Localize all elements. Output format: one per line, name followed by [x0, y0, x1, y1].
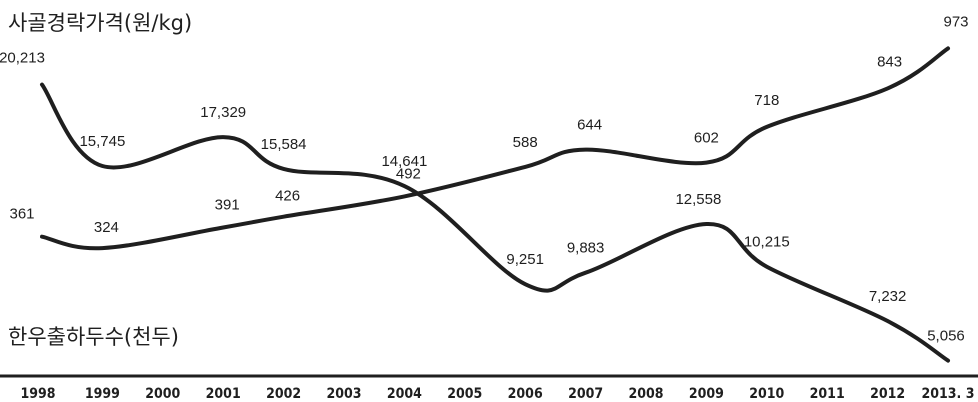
data-labels: 20,213 15,745 17,329 15,584 14,641 9,251 9,883… — [0, 13, 969, 344]
x-axis-ticks: 1998 1999 2000 2001 2002 2003 2004 2005 2006 2007… — [20, 386, 974, 402]
series-label-shipments: 한우출하두수(천두) — [8, 325, 179, 349]
x-tick-label: 2013. 3 — [922, 386, 975, 402]
data-label-shipments: 492 — [396, 165, 421, 182]
x-tick-label: 1998 — [20, 386, 55, 402]
data-label-price: 7,232 — [869, 288, 907, 305]
x-tick-label: 2006 — [508, 386, 543, 402]
data-label-price: 9,251 — [506, 251, 544, 268]
data-label-shipments: 324 — [94, 219, 119, 236]
x-tick-label: 2011 — [810, 386, 845, 402]
x-tick-label: 2007 — [568, 386, 603, 402]
x-tick-label: 2000 — [145, 386, 180, 402]
x-tick-label: 2001 — [206, 386, 241, 402]
data-label-shipments: 602 — [694, 130, 719, 147]
data-label-shipments: 361 — [9, 206, 34, 223]
data-label-shipments: 426 — [275, 188, 300, 205]
series-label-price: 사골경락가격(원/kg) — [8, 11, 192, 35]
data-label-price: 14,641 — [381, 153, 427, 170]
series-lines — [40, 46, 950, 363]
data-label-shipments: 644 — [577, 117, 602, 134]
data-label-shipments: 843 — [877, 53, 902, 70]
data-label-shipments: 718 — [754, 92, 779, 109]
data-label-price: 17,329 — [200, 104, 246, 121]
series-line-price — [40, 82, 950, 363]
series-line-shipments — [40, 46, 950, 251]
data-label-shipments: 588 — [513, 134, 538, 151]
data-label-price: 15,745 — [79, 133, 125, 150]
x-tick-label: 2004 — [387, 386, 422, 402]
data-label-price: 9,883 — [567, 240, 605, 257]
data-label-price: 20,213 — [0, 50, 45, 67]
x-tick-label: 2009 — [689, 386, 724, 402]
x-tick-label: 1999 — [85, 386, 120, 402]
x-tick-label: 2003 — [326, 386, 361, 402]
data-label-price: 12,558 — [675, 191, 721, 208]
x-tick-label: 2005 — [447, 386, 482, 402]
data-label-shipments: 391 — [215, 197, 240, 214]
data-label-price: 5,056 — [927, 328, 965, 345]
data-label-shipments: 973 — [943, 13, 968, 30]
x-tick-label: 2010 — [749, 386, 784, 402]
data-label-price: 15,584 — [261, 136, 307, 153]
x-tick-label: 2002 — [266, 386, 301, 402]
x-tick-label: 2008 — [628, 386, 663, 402]
data-label-price: 10,215 — [744, 234, 790, 251]
x-tick-label: 2012 — [870, 386, 905, 402]
